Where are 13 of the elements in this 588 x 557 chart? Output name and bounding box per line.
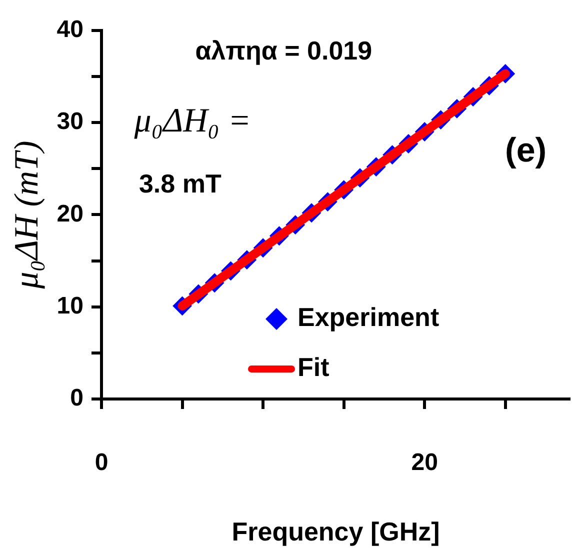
annotation: μ₀ΔH₀ =	[133, 102, 251, 140]
y-tick-label: 20	[56, 200, 84, 228]
y-tick-label: 40	[56, 16, 84, 44]
y-axis-title: μ₀ΔH (mT)	[8, 140, 46, 290]
x-axis-title: Frequency [GHz]	[232, 516, 440, 547]
y-tick-label: 30	[56, 108, 84, 136]
annotation: αλπηα = 0.019	[195, 36, 372, 66]
annotation: 3.8 mT	[138, 168, 222, 198]
y-tick-label: 0	[70, 384, 84, 412]
legend-label: Fit	[297, 352, 330, 382]
y-tick-label: 10	[56, 292, 84, 320]
legend-label: Experiment	[297, 302, 440, 332]
annotation: (e)	[505, 131, 547, 170]
